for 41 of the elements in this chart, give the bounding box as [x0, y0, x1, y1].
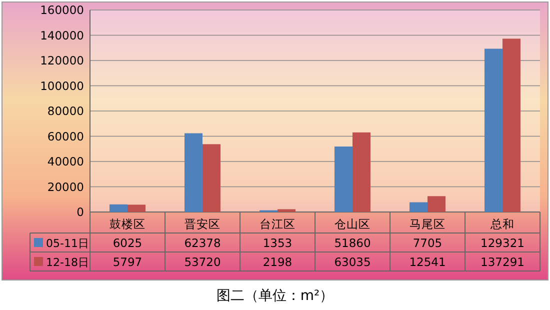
- y-tick-label: 160000: [40, 3, 84, 17]
- bar: [334, 146, 352, 212]
- bar: [128, 204, 146, 212]
- data-label: 63035: [334, 255, 371, 269]
- bar: [202, 144, 220, 212]
- bar: [428, 196, 446, 212]
- y-tick-label: 40000: [47, 154, 84, 168]
- bar: [410, 202, 428, 212]
- x-tick-label: 马尾区: [410, 217, 446, 231]
- text: 图二（单位：m²）: [216, 288, 334, 304]
- data-label: 51860: [334, 236, 371, 250]
- y-tick-label: 120000: [40, 54, 84, 68]
- y-tick-label: 140000: [40, 28, 84, 42]
- y-tick-label: 100000: [40, 78, 84, 93]
- bar: [278, 209, 296, 212]
- bar: [110, 204, 128, 212]
- y-tick-label: 80000: [47, 104, 84, 118]
- x-tick-label: 台江区: [260, 217, 296, 231]
- data-label: 129321: [480, 236, 524, 250]
- bar: [502, 38, 520, 212]
- data-label: 137291: [480, 255, 524, 269]
- data-label: 62378: [184, 236, 221, 250]
- bar: [184, 133, 202, 212]
- data-label: 5797: [112, 255, 142, 269]
- data-label: 53720: [184, 255, 221, 269]
- y-tick-label: 60000: [47, 129, 84, 144]
- data-label: 1353: [262, 236, 292, 250]
- x-tick-label: 晋安区: [184, 217, 220, 231]
- legend-label: 05-11日: [46, 237, 89, 250]
- data-label: 6025: [112, 236, 142, 250]
- data-label: 7705: [412, 236, 442, 250]
- y-tick-label: 20000: [47, 180, 84, 194]
- x-tick-label: 鼓楼区: [110, 217, 146, 231]
- x-tick-label: 仓山区: [334, 217, 370, 231]
- data-label: 12541: [409, 255, 446, 269]
- y-tick-label: 0: [76, 205, 84, 219]
- legend-label: 12-18日: [46, 256, 89, 269]
- data-label: 2198: [262, 255, 292, 269]
- x-tick-label: 总和: [490, 217, 514, 231]
- bar: [352, 132, 370, 212]
- bar: [484, 48, 502, 212]
